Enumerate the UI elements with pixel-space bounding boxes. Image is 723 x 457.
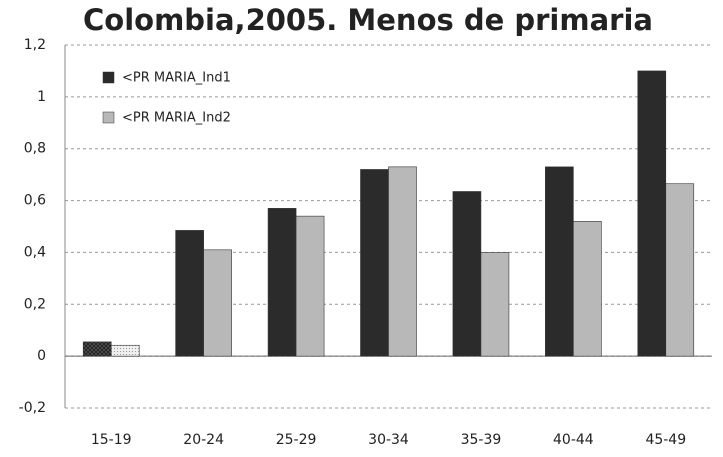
x-tick-label: 30-34 [368, 432, 409, 448]
y-tick-label: 0,2 [24, 296, 46, 312]
x-tick-label: 35-39 [461, 432, 502, 448]
y-tick-label: -0,2 [19, 400, 46, 416]
bar [637, 70, 667, 357]
y-tick-label: 0,8 [24, 141, 46, 157]
x-tick-label: 20-24 [183, 432, 224, 448]
y-tick-label: 1,2 [24, 37, 46, 53]
bar [360, 169, 389, 357]
bar [480, 252, 510, 357]
legend-swatch [102, 71, 115, 84]
x-tick-label: 45-49 [645, 432, 686, 448]
bar [203, 249, 232, 357]
bar [295, 215, 325, 357]
bar [665, 183, 695, 357]
bar [545, 166, 574, 357]
bar [388, 166, 417, 357]
bar [267, 208, 297, 357]
y-tick-label: 1 [37, 89, 46, 105]
bar [452, 191, 482, 357]
legend-label: <PR MARIA_Ind2 [122, 111, 231, 126]
legend-label: <PR MARIA_Ind1 [122, 71, 231, 86]
y-tick-label: 0,4 [24, 244, 46, 260]
legend-swatch [102, 111, 115, 124]
bar [175, 230, 204, 357]
y-tick-label: 0 [37, 348, 46, 364]
chart-title: Colombia,2005. Menos de primaria [83, 3, 653, 37]
bar [110, 344, 140, 357]
y-tick-label: 0,6 [24, 193, 46, 209]
bar [82, 341, 112, 357]
x-tick-label: 15-19 [91, 432, 132, 448]
x-tick-label: 25-29 [276, 432, 317, 448]
x-tick-label: 40-44 [553, 432, 594, 448]
bar [573, 221, 602, 357]
